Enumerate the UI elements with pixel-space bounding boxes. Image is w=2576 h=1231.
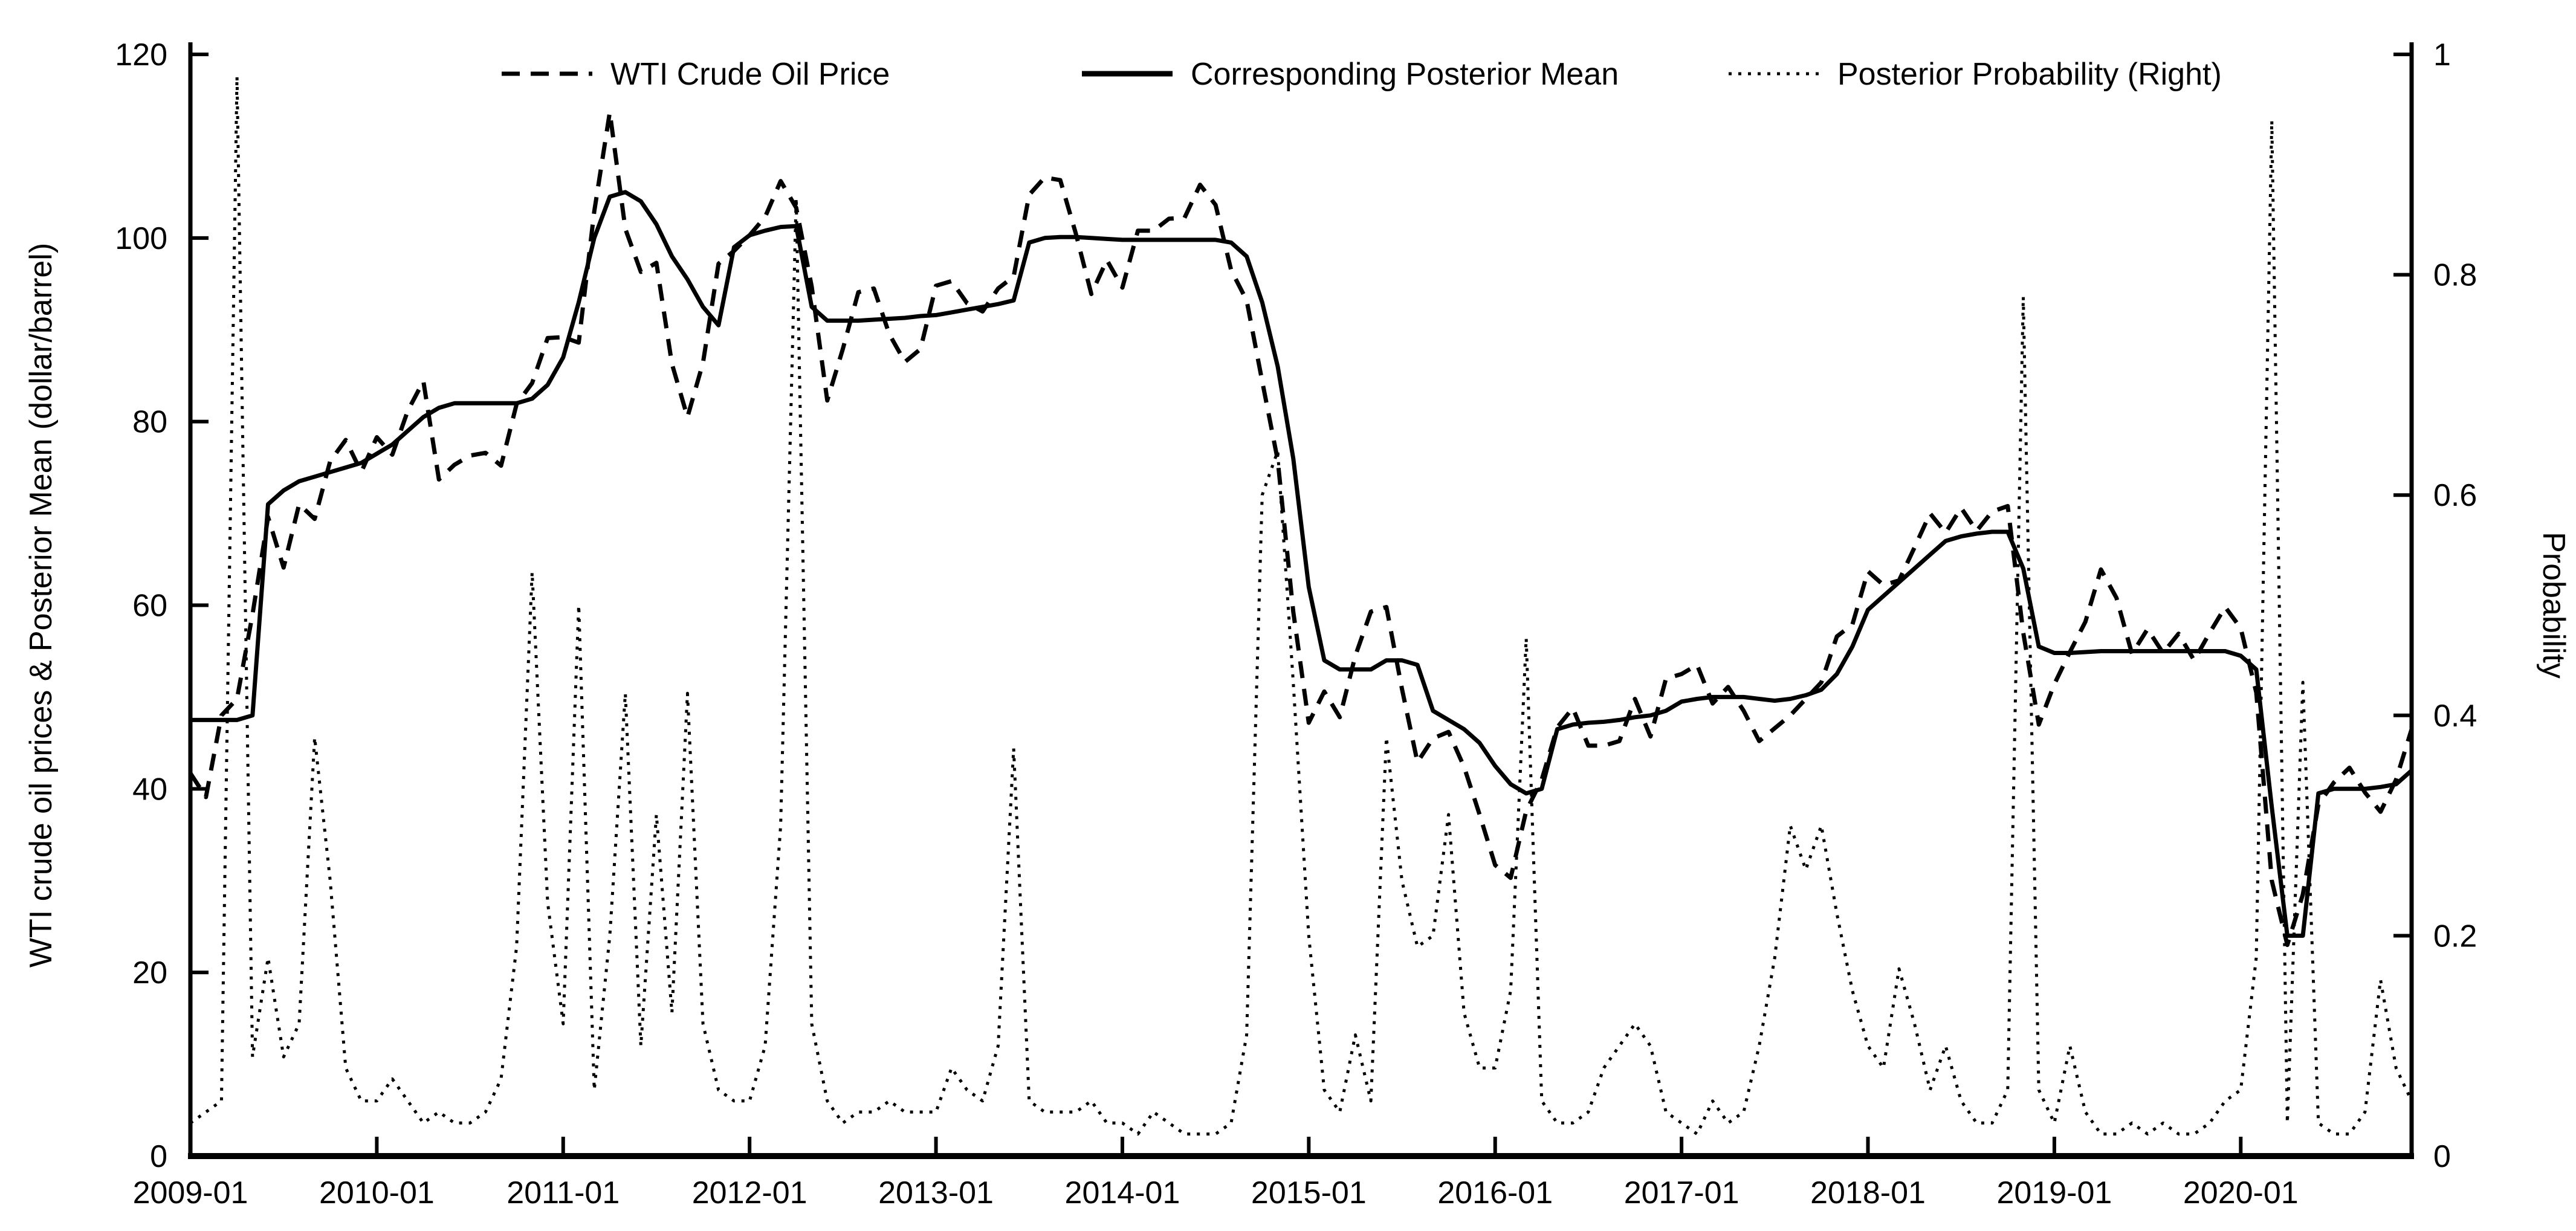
- left-axis-tick-label: 60: [132, 589, 167, 624]
- left-axis-tick-label: 120: [115, 37, 167, 73]
- x-axis-tick-label: 2015-01: [1251, 1175, 1367, 1210]
- x-axis-tick-label: 2019-01: [1996, 1175, 2112, 1210]
- right-axis-tick-label: 1: [2433, 37, 2451, 73]
- left-axis-tick-label: 80: [132, 405, 167, 440]
- legend-label: Corresponding Posterior Mean: [1191, 57, 1619, 92]
- x-axis-tick-label: 2011-01: [506, 1175, 620, 1210]
- right-axis-tick-label: 0.2: [2433, 919, 2477, 954]
- series-line-solid: [190, 190, 2413, 938]
- right-axis-title: Probability: [2536, 532, 2571, 679]
- left-axis-tick-label: 0: [150, 1139, 167, 1174]
- x-axis-tick-label: 2012-01: [692, 1175, 807, 1210]
- left-axis-tick-label: 40: [132, 772, 167, 807]
- x-axis-tick-label: 2014-01: [1065, 1175, 1180, 1210]
- series-line-dashed: [189, 110, 2414, 948]
- x-axis-tick-label: 2018-01: [1810, 1175, 1926, 1210]
- right-axis-tick-label: 0.4: [2433, 699, 2477, 734]
- x-axis-tick-label: 2013-01: [878, 1175, 994, 1210]
- legend-label: Posterior Probability (Right): [1837, 57, 2222, 92]
- series-line-dotted: [189, 75, 2413, 1136]
- x-axis-tick-label: 2020-01: [2183, 1175, 2299, 1210]
- x-axis-tick-label: 2009-01: [133, 1175, 248, 1210]
- legend-label: WTI Crude Oil Price: [610, 57, 890, 92]
- right-axis-tick-label: 0.6: [2433, 478, 2477, 513]
- left-axis-tick-label: 100: [115, 221, 167, 256]
- right-axis-tick-label: 0: [2433, 1139, 2451, 1174]
- x-axis-tick-label: 2017-01: [1624, 1175, 1739, 1210]
- left-axis-tick-label: 20: [132, 955, 167, 990]
- x-axis-tick-label: 2016-01: [1437, 1175, 1553, 1210]
- right-axis-tick-label: 0.8: [2433, 258, 2477, 293]
- left-axis-title: WTI crude oil prices & Posterior Mean (d…: [24, 243, 59, 968]
- x-axis-tick-label: 2010-01: [319, 1175, 435, 1210]
